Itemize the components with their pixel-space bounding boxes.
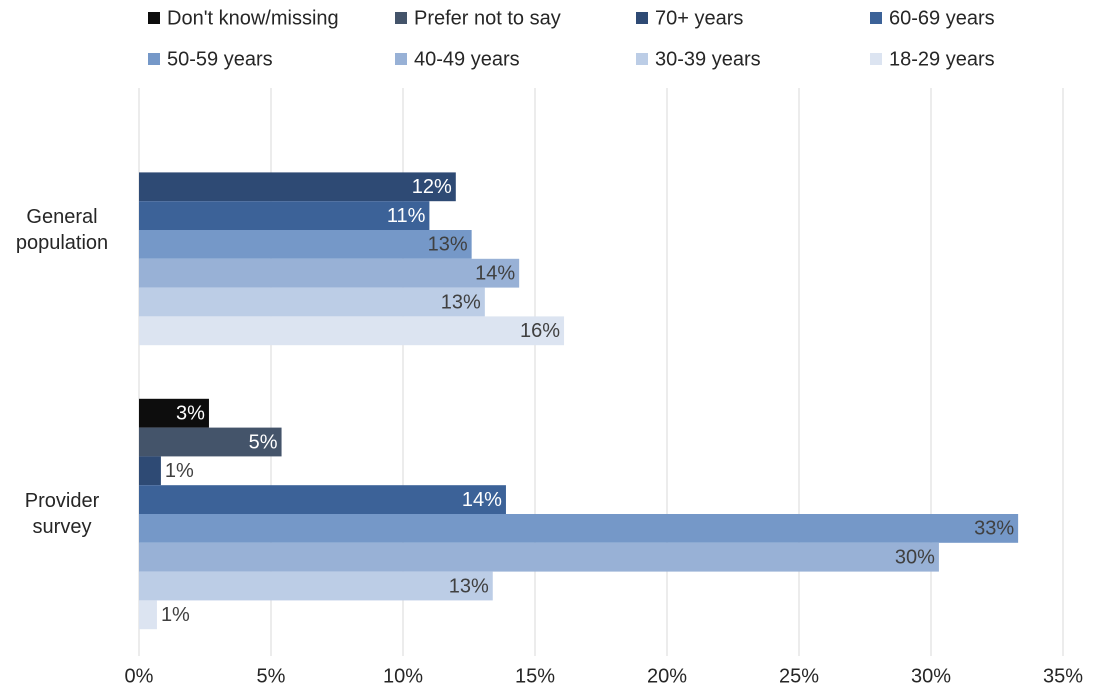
bar xyxy=(139,514,1019,543)
legend-swatch xyxy=(636,12,648,24)
bar xyxy=(139,316,565,346)
bar xyxy=(139,258,520,288)
legend-label: 30-39 years xyxy=(655,48,761,70)
bar xyxy=(139,542,939,572)
bar xyxy=(139,172,456,202)
data-label: 13% xyxy=(449,575,489,597)
legend-label: 70+ years xyxy=(655,7,743,29)
legend-swatch xyxy=(870,12,882,24)
data-label: 30% xyxy=(895,546,935,568)
bar xyxy=(139,201,430,230)
category-label: General population xyxy=(15,206,109,254)
x-tick-label: 0% xyxy=(125,665,154,687)
bar xyxy=(139,287,485,317)
x-tick-label: 5% xyxy=(257,665,286,687)
legend-label: 50-59 years xyxy=(167,48,273,70)
legend-label: Prefer not to say xyxy=(414,7,561,29)
legend-swatch xyxy=(148,53,160,65)
bar xyxy=(139,456,161,486)
data-label: 12% xyxy=(412,176,452,198)
data-label: 13% xyxy=(441,291,481,313)
category-label: Provider survey xyxy=(24,490,100,538)
bar xyxy=(139,398,209,428)
data-label: 14% xyxy=(462,489,502,511)
data-label: 1% xyxy=(165,460,194,482)
data-label: 14% xyxy=(475,262,515,284)
x-tick-label: 15% xyxy=(515,665,555,687)
legend-swatch xyxy=(870,53,882,65)
legend-label: 60-69 years xyxy=(889,7,995,29)
data-label: 11% xyxy=(387,205,426,227)
data-label: 1% xyxy=(161,604,190,626)
legend-label: 40-49 years xyxy=(414,48,520,70)
legend-swatch xyxy=(395,53,407,65)
data-label: 3% xyxy=(176,402,205,424)
legend-label: 18-29 years xyxy=(889,48,995,70)
legend-label: Don't know/missing xyxy=(167,7,339,29)
legend-swatch xyxy=(636,53,648,65)
x-tick-label: 30% xyxy=(911,665,951,687)
data-label: 33% xyxy=(974,518,1014,540)
data-label: 16% xyxy=(520,320,560,342)
bar xyxy=(139,230,472,259)
x-tick-label: 25% xyxy=(779,665,819,687)
data-label: 13% xyxy=(428,234,468,256)
bar xyxy=(139,600,157,630)
legend-swatch xyxy=(395,12,407,24)
data-label: 5% xyxy=(249,431,278,453)
x-tick-label: 35% xyxy=(1043,665,1083,687)
bar xyxy=(139,485,506,514)
legend-swatch xyxy=(148,12,160,24)
x-tick-label: 10% xyxy=(383,665,423,687)
bar xyxy=(139,571,493,601)
x-tick-label: 20% xyxy=(647,665,687,687)
bar xyxy=(139,427,282,457)
